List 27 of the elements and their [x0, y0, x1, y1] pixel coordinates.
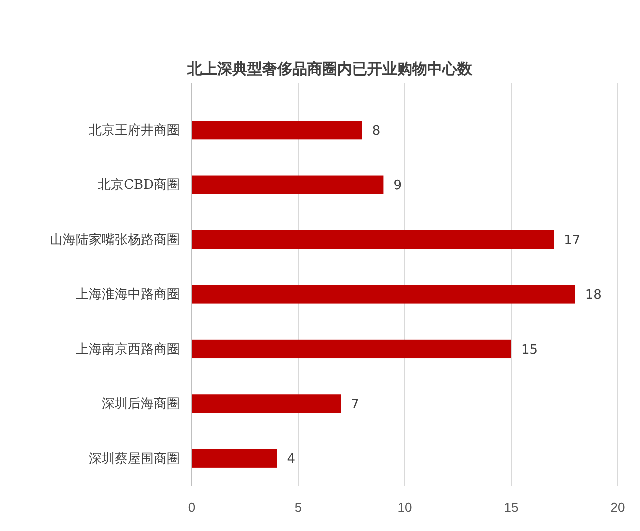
bar — [192, 340, 512, 359]
chart-title: 北上深典型奢侈品商圈内已开业购物中心数 — [186, 60, 474, 78]
y-tick-label: 深圳蔡屋围商圈 — [89, 452, 180, 467]
bar — [192, 449, 278, 468]
y-tick-label: 深圳后海商圈 — [102, 397, 180, 412]
bar — [192, 230, 554, 250]
y-tick-label: 上海南京西路商圈 — [76, 342, 180, 358]
data-label: 7 — [351, 397, 360, 412]
x-tick-label: 0 — [188, 500, 196, 516]
bar — [192, 121, 362, 140]
data-label: 9 — [394, 178, 402, 194]
data-label: 4 — [287, 452, 296, 468]
x-tick-label: 15 — [504, 500, 519, 516]
data-label: 17 — [564, 233, 581, 248]
data-label: 8 — [372, 124, 381, 139]
data-label: 15 — [522, 342, 538, 358]
y-tick-label: 北京CBD商圈 — [98, 178, 180, 194]
y-tick-label: 上海淮海中路商圈 — [76, 288, 180, 303]
data-label: 18 — [585, 288, 602, 304]
bar — [192, 176, 384, 194]
bar — [192, 394, 342, 414]
x-tick-label: 10 — [398, 500, 412, 516]
x-tick-label: 5 — [294, 500, 302, 516]
bar — [192, 285, 576, 304]
y-tick-label: 北京王府井商圈 — [89, 122, 180, 139]
x-tick-label: 20 — [610, 500, 626, 516]
y-tick-label: 山海陆家嘴张杨路商圈 — [50, 232, 180, 248]
